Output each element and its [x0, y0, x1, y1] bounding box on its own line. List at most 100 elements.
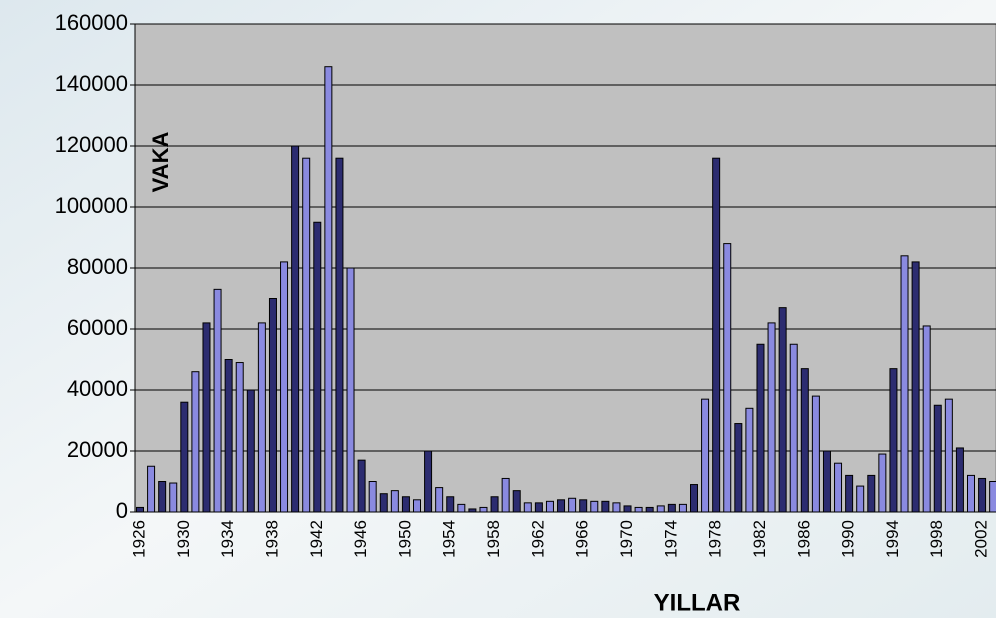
y-tick-label: 80000: [67, 254, 128, 279]
y-tick-label: 0: [116, 498, 128, 523]
bar: [446, 496, 455, 513]
bar: [678, 503, 687, 513]
bar: [811, 395, 820, 513]
bar: [324, 66, 333, 513]
bar: [922, 325, 931, 513]
bar: [568, 497, 577, 513]
bar: [346, 267, 355, 513]
bar: [601, 500, 610, 513]
bar: [690, 484, 698, 513]
bar: [158, 481, 167, 513]
bar: [845, 474, 854, 513]
bar: [435, 487, 444, 513]
bar: [557, 499, 566, 513]
x-tick-label: 1974: [661, 520, 680, 558]
bar: [734, 423, 743, 513]
y-tick-label: 140000: [55, 71, 128, 96]
bar: [756, 343, 765, 513]
bar: [335, 157, 344, 513]
bar: [534, 502, 543, 513]
bar: [856, 485, 865, 513]
x-tick-label: 1990: [839, 520, 858, 558]
bar: [767, 322, 776, 513]
bar: [291, 145, 300, 513]
x-tick-label: 1966: [573, 520, 592, 558]
bar: [512, 490, 521, 513]
bar: [612, 502, 621, 513]
bar: [357, 459, 366, 513]
x-tick-label: 1954: [440, 520, 459, 558]
bar: [900, 255, 909, 513]
bar: [313, 221, 322, 513]
y-tick-label: 120000: [55, 132, 128, 157]
bar: [257, 322, 266, 513]
bar: [191, 371, 200, 513]
x-tick-label: 1934: [218, 520, 237, 558]
x-axis-label: YILLAR: [654, 589, 741, 616]
bar: [967, 474, 975, 513]
x-tick-label: 1946: [351, 520, 370, 558]
bar: [147, 465, 156, 513]
x-tick-label: 1958: [484, 520, 503, 558]
bar: [280, 261, 289, 513]
bar: [933, 404, 942, 513]
bar: [978, 477, 987, 513]
x-tick-label: 1986: [794, 520, 813, 558]
bar: [390, 490, 399, 513]
bar: [401, 496, 410, 513]
x-tick-label: 1926: [129, 520, 148, 558]
x-tick-label: 1970: [617, 520, 636, 558]
bar: [457, 503, 466, 513]
bar: [800, 368, 809, 513]
bar: [656, 505, 665, 513]
bar: [989, 481, 996, 513]
x-tick-label: 1978: [706, 520, 725, 558]
bar: [911, 261, 920, 513]
x-tick-label: 1930: [174, 520, 193, 558]
bar: [723, 243, 732, 513]
bar: [701, 398, 710, 513]
bar: [822, 450, 831, 513]
bar: [501, 477, 510, 513]
y-axis-label: VAKA: [148, 132, 173, 193]
x-tick-label: 1962: [528, 520, 547, 558]
bar: [745, 407, 754, 513]
bar: [224, 359, 233, 513]
bar: [523, 502, 532, 513]
bar: [136, 506, 144, 513]
y-tick-label: 160000: [55, 10, 128, 35]
bar: [867, 474, 876, 513]
bar: [235, 362, 244, 513]
bar: [878, 453, 887, 513]
x-tick-label: 1938: [262, 520, 281, 558]
bar: [667, 503, 676, 513]
y-tick-label: 40000: [67, 376, 128, 401]
bar: [623, 505, 632, 513]
x-tick-label: 1994: [883, 520, 902, 558]
x-tick-label: 1950: [395, 520, 414, 558]
bar: [545, 500, 554, 513]
bar: [634, 506, 643, 513]
bar: [302, 157, 311, 513]
bar: [479, 506, 488, 513]
bar: [368, 481, 377, 513]
bar: [944, 398, 953, 513]
y-tick-label: 100000: [55, 193, 128, 218]
x-tick-label: 2002: [972, 520, 991, 558]
bar: [268, 298, 277, 513]
x-tick-label: 1942: [307, 520, 326, 558]
y-tick-label: 20000: [67, 437, 128, 462]
bar: [213, 288, 222, 513]
bar: [645, 506, 654, 513]
bar: [413, 499, 421, 513]
bar: [202, 322, 211, 513]
bar: [490, 496, 499, 513]
bar: [246, 389, 255, 513]
bar: [712, 157, 721, 513]
bar: [789, 343, 798, 513]
bar: [180, 401, 189, 513]
bar: [778, 307, 787, 513]
bar: [834, 462, 843, 513]
bar: [579, 499, 588, 513]
